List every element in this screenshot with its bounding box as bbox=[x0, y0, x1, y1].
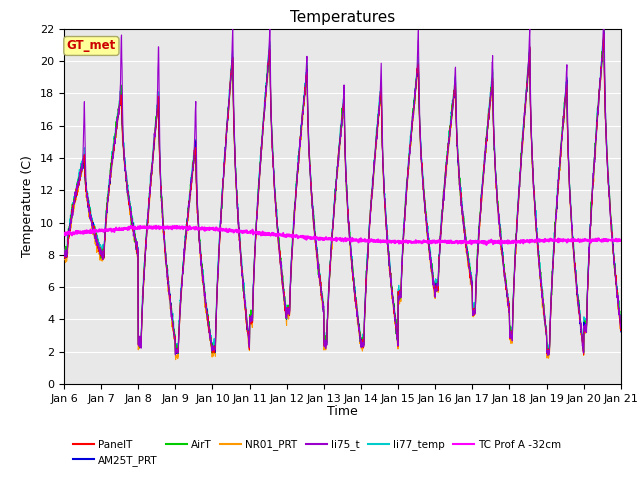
Legend: PanelT, AM25T_PRT, AirT, NR01_PRT, li75_t, li77_temp, TC Prof A -32cm: PanelT, AM25T_PRT, AirT, NR01_PRT, li75_… bbox=[69, 435, 565, 470]
Y-axis label: Temperature (C): Temperature (C) bbox=[22, 156, 35, 257]
Title: Temperatures: Temperatures bbox=[290, 10, 395, 25]
Text: GT_met: GT_met bbox=[67, 39, 116, 52]
X-axis label: Time: Time bbox=[327, 405, 358, 418]
